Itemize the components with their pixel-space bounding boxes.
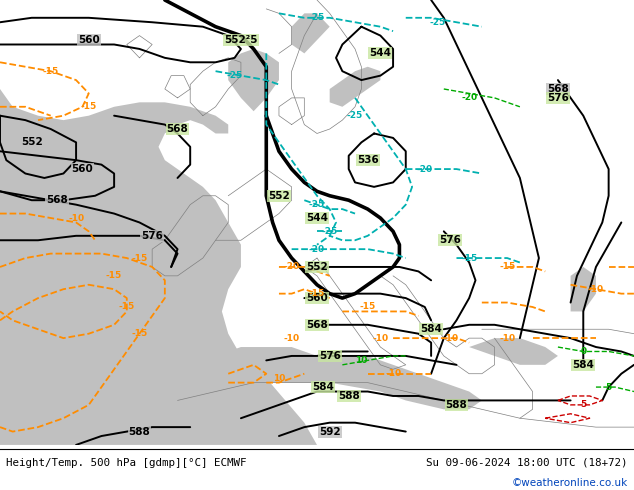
Text: -10: -10: [442, 334, 458, 343]
Text: 568: 568: [46, 195, 68, 205]
Text: 552: 552: [21, 137, 42, 147]
Text: -15: -15: [359, 302, 376, 312]
Text: 576: 576: [319, 351, 340, 361]
Polygon shape: [0, 0, 317, 445]
Text: 592: 592: [319, 427, 340, 437]
Text: 10: 10: [273, 374, 285, 383]
Text: -15: -15: [42, 67, 59, 75]
Text: 0: 0: [580, 347, 586, 356]
Text: -15: -15: [119, 302, 135, 312]
Polygon shape: [292, 13, 330, 53]
Text: -10: -10: [385, 369, 401, 378]
Text: -10: -10: [372, 334, 389, 343]
Polygon shape: [469, 338, 558, 365]
Text: -25: -25: [309, 13, 325, 23]
Text: 10: 10: [355, 356, 368, 365]
Text: -20: -20: [309, 245, 325, 254]
Text: 560: 560: [78, 35, 100, 45]
Text: Height/Temp. 500 hPa [gdmp][°C] ECMWF: Height/Temp. 500 hPa [gdmp][°C] ECMWF: [6, 458, 247, 467]
Text: -10: -10: [68, 214, 84, 222]
Text: -15: -15: [461, 253, 477, 263]
Text: -20: -20: [283, 263, 300, 271]
Text: 544: 544: [306, 213, 328, 223]
Text: -10: -10: [283, 334, 300, 343]
Text: -25: -25: [226, 71, 243, 80]
Text: -15: -15: [309, 289, 325, 298]
Text: 576: 576: [141, 231, 163, 241]
Text: 568: 568: [306, 320, 328, 330]
Text: 576: 576: [547, 93, 569, 103]
Text: -20: -20: [417, 165, 433, 173]
Text: 584: 584: [420, 324, 442, 334]
Text: 560: 560: [72, 164, 93, 174]
Text: -25: -25: [347, 111, 363, 120]
Text: -10: -10: [588, 285, 604, 294]
Text: 588: 588: [338, 391, 359, 401]
Text: -15: -15: [131, 253, 148, 263]
Polygon shape: [216, 347, 482, 409]
Text: 568: 568: [167, 124, 188, 134]
Text: 544: 544: [370, 49, 391, 58]
Text: 588: 588: [446, 400, 467, 410]
Text: 552: 552: [268, 191, 290, 201]
Text: -25: -25: [309, 200, 325, 209]
Text: 568: 568: [547, 84, 569, 94]
Text: -15: -15: [499, 263, 515, 271]
Text: Su 09-06-2024 18:00 UTC (18+72): Su 09-06-2024 18:00 UTC (18+72): [426, 458, 628, 467]
Text: ©weatheronline.co.uk: ©weatheronline.co.uk: [512, 478, 628, 488]
Text: -10: -10: [499, 334, 515, 343]
Text: 5: 5: [580, 400, 586, 409]
Text: -25: -25: [429, 18, 446, 27]
Text: -15: -15: [131, 329, 148, 338]
Text: -25: -25: [321, 227, 338, 236]
Text: 552²5: 552²5: [224, 35, 257, 45]
Text: -15: -15: [81, 102, 97, 111]
Text: 536: 536: [357, 155, 378, 165]
Text: 5: 5: [605, 383, 612, 392]
Text: 576: 576: [439, 235, 461, 245]
Polygon shape: [571, 267, 596, 312]
Text: -20: -20: [461, 94, 477, 102]
Text: 560: 560: [306, 293, 328, 303]
Text: -15: -15: [106, 271, 122, 280]
Text: 584: 584: [573, 360, 594, 370]
Text: 584: 584: [313, 382, 334, 392]
Polygon shape: [330, 67, 380, 107]
Polygon shape: [228, 49, 279, 111]
Text: 588: 588: [129, 427, 150, 437]
Text: 552: 552: [306, 262, 328, 272]
